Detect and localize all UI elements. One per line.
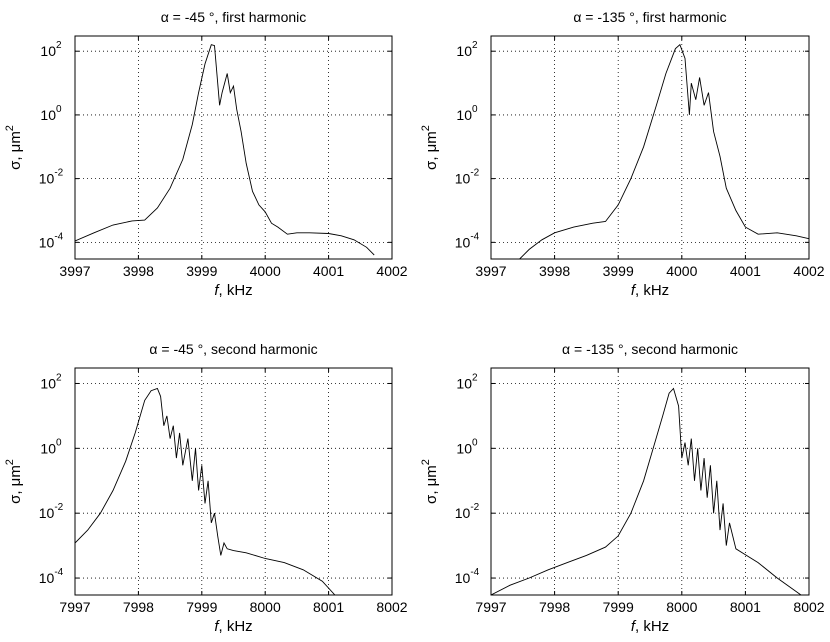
- x-tick-label: 3998: [123, 263, 154, 279]
- x-tick-label: 8002: [376, 599, 407, 615]
- x-tick-label: 8000: [250, 599, 281, 615]
- y-tick-label: 100: [40, 437, 62, 456]
- x-tick-label: 7999: [186, 599, 217, 615]
- y-tick-label: 102: [40, 372, 62, 391]
- x-tick-label: 4002: [793, 263, 824, 279]
- x-tick-label: 4002: [376, 263, 407, 279]
- x-tick-label: 4001: [313, 263, 344, 279]
- x-tick-label: 7998: [123, 599, 154, 615]
- x-tick-label: 4000: [250, 263, 281, 279]
- axes-box: [490, 367, 810, 596]
- chart-title: α = -45 °, first harmonic: [161, 9, 307, 25]
- y-axis-label: σ, μm2: [4, 459, 24, 504]
- x-axis-label: f, kHz: [214, 282, 252, 299]
- series-line: [75, 387, 336, 595]
- x-tick-label: 8000: [666, 599, 697, 615]
- y-axis-label: σ, μm2: [4, 125, 24, 170]
- y-tick-label: 10-4: [39, 231, 64, 250]
- x-tick-label: 4000: [666, 263, 697, 279]
- chart-panel: 7997 7998 7999 8000 8001 8002 10-4 10-2 100 102 α …: [4, 341, 408, 635]
- x-tick-label: 7997: [475, 599, 506, 615]
- chart-title: α = -45 °, second harmonic: [149, 341, 317, 357]
- y-tick-label: 10-4: [455, 231, 480, 250]
- x-tick-label: 7998: [539, 599, 570, 615]
- series-line: [491, 387, 802, 595]
- x-tick-label: 3997: [59, 263, 90, 279]
- chart-panel: 3997 3998 3999 4000 4001 4002 10-4 10-2 100 102 α …: [4, 9, 408, 299]
- x-tick-label: 8001: [313, 599, 344, 615]
- axes-box: [74, 367, 393, 596]
- axes-box: [74, 35, 393, 260]
- x-tick-label: 3999: [603, 263, 634, 279]
- axes-box: [490, 35, 810, 260]
- x-axis-label: f, kHz: [631, 282, 669, 299]
- y-tick-label: 10-2: [39, 168, 64, 187]
- y-tick-label: 100: [456, 104, 478, 123]
- chart-panel: 3997 3998 3999 4000 4001 4002 10-4 10-2 100 102 α …: [420, 9, 825, 299]
- y-axis-label: σ, μm2: [420, 125, 440, 170]
- y-tick-label: 102: [456, 40, 478, 59]
- series-line: [75, 44, 375, 256]
- series-line: [519, 43, 809, 259]
- chart-title: α = -135 °, first harmonic: [573, 9, 726, 25]
- x-tick-label: 8002: [793, 599, 824, 615]
- x-tick-label: 7999: [603, 599, 634, 615]
- x-axis-label: f, kHz: [631, 618, 669, 635]
- x-tick-label: 3999: [186, 263, 217, 279]
- x-tick-label: 3998: [539, 263, 570, 279]
- y-axis-label: σ, μm2: [420, 459, 440, 504]
- x-tick-label: 8001: [730, 599, 761, 615]
- y-tick-label: 102: [40, 40, 62, 59]
- x-tick-label: 7997: [59, 599, 90, 615]
- y-tick-label: 102: [456, 372, 478, 391]
- y-tick-label: 10-2: [455, 502, 480, 521]
- chart-panel: 7997 7998 7999 8000 8001 8002 10-4 10-2 100 102 α …: [420, 341, 825, 635]
- y-tick-label: 10-4: [455, 567, 480, 586]
- y-tick-label: 10-2: [39, 502, 64, 521]
- y-tick-label: 100: [456, 437, 478, 456]
- x-axis-label: f, kHz: [214, 618, 252, 635]
- chart-title: α = -135 °, second harmonic: [562, 341, 738, 357]
- y-tick-label: 100: [40, 104, 62, 123]
- y-tick-label: 10-4: [39, 567, 64, 586]
- x-tick-label: 3997: [475, 263, 506, 279]
- y-tick-label: 10-2: [455, 168, 480, 187]
- x-tick-label: 4001: [730, 263, 761, 279]
